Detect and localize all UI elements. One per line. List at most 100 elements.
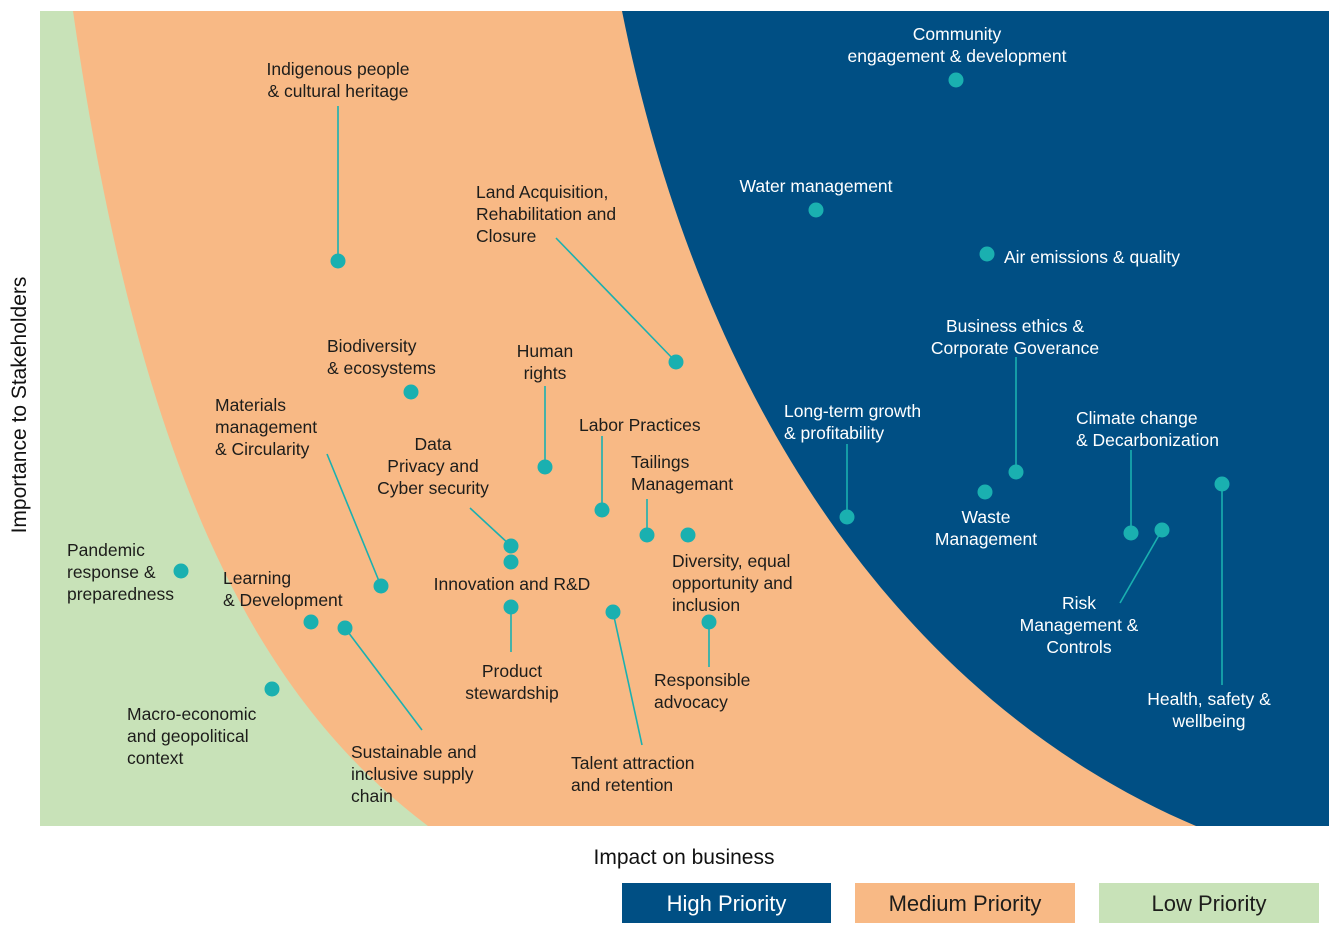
label-line: Privacy and (387, 456, 478, 476)
label-line: engagement & development (848, 46, 1067, 66)
label-line: Indigenous people (266, 59, 409, 79)
legend-label-high: High Priority (667, 891, 787, 916)
label-macro: Macro-economic and geopolitical context (127, 704, 257, 768)
label-materials: Materials management & Circularity (215, 395, 317, 459)
label-line: Land Acquisition, (476, 182, 608, 202)
label-line: Product (482, 661, 542, 681)
point-pandemic (173, 563, 189, 579)
label-line: Community (913, 24, 1002, 44)
label-longterm: Long-term growth & profitability (784, 401, 921, 443)
label-line: Tailings (631, 452, 690, 472)
label-community: Community engagement & development (848, 24, 1067, 66)
label-line: Long-term growth (784, 401, 921, 421)
label-water: Water management (739, 176, 892, 196)
label-indigenous: Indigenous people & cultural heritage (266, 59, 409, 101)
label-line: Learning (223, 568, 291, 588)
point-learning (303, 614, 319, 630)
label-line: wellbeing (1172, 711, 1246, 731)
point-indigenous (330, 253, 346, 269)
label-line: Talent attraction (571, 753, 695, 773)
label-biodiversity: Biodiversity & ecosystems (327, 336, 436, 378)
label-line: & ecosystems (327, 358, 436, 378)
label-line: and geopolitical (127, 726, 249, 746)
point-biodiversity (403, 384, 419, 400)
point-climate (1123, 525, 1139, 541)
label-line: Innovation and R&D (434, 574, 591, 594)
leader-line-supply (344, 627, 423, 731)
point-supply (337, 620, 353, 636)
label-line: opportunity and (672, 573, 793, 593)
label-line: context (127, 748, 184, 768)
label-line: & Development (223, 590, 343, 610)
leader-line-risk (1119, 529, 1163, 604)
label-line: Water management (739, 176, 892, 196)
point-human-rights (537, 459, 553, 475)
label-advocacy: Responsible advocacy (654, 670, 750, 712)
label-air: Air emissions & quality (1004, 247, 1180, 267)
point-water (808, 202, 824, 218)
point-tailings (639, 527, 655, 543)
point-community (948, 72, 964, 88)
label-line: management (215, 417, 317, 437)
leader-lines (326, 106, 1223, 746)
point-risk (1154, 522, 1170, 538)
label-line: Responsible (654, 670, 750, 690)
label-line: Diversity, equal (672, 551, 790, 571)
point-labor (594, 502, 610, 518)
label-line: inclusive supply (351, 764, 474, 784)
label-data-privacy: Data Privacy and Cyber security (377, 434, 489, 498)
label-line: rights (524, 363, 567, 383)
label-line: Climate change (1076, 408, 1198, 428)
label-line: Air emissions & quality (1004, 247, 1180, 267)
label-line: preparedness (67, 584, 174, 604)
label-line: inclusion (672, 595, 740, 615)
point-materials (373, 578, 389, 594)
label-product: Product stewardship (465, 661, 558, 703)
point-macro (264, 681, 280, 697)
leader-line-land (555, 237, 677, 363)
label-line: Rehabilitation and (476, 204, 616, 224)
point-business-ethics (1008, 464, 1024, 480)
point-air (979, 246, 995, 262)
label-tailings: Tailings Managemant (631, 452, 733, 494)
label-line: response & (67, 562, 156, 582)
leader-line-data-privacy (469, 507, 512, 547)
point-longterm (839, 509, 855, 525)
label-line: Human (517, 341, 573, 361)
point-data-privacy (503, 538, 519, 554)
label-line: & profitability (784, 423, 884, 443)
region-high (622, 11, 1329, 826)
label-line: and retention (571, 775, 673, 795)
label-innovation: Innovation and R&D (434, 574, 591, 594)
label-line: stewardship (465, 683, 558, 703)
legend-item-low: Low Priority (1099, 883, 1319, 923)
point-waste (977, 484, 993, 500)
label-diversity: Diversity, equal opportunity and inclusion (672, 551, 793, 615)
label-line: Labor Practices (579, 415, 701, 435)
legend-item-medium: Medium Priority (855, 883, 1075, 923)
label-human-rights: Human rights (517, 341, 573, 383)
label-line: chain (351, 786, 393, 806)
label-learning: Learning & Development (223, 568, 343, 610)
priority-regions (40, 11, 1329, 826)
label-line: Health, safety & (1147, 689, 1271, 709)
label-line: & Decarbonization (1076, 430, 1219, 450)
data-points (173, 72, 1230, 697)
label-line: Management & (1020, 615, 1139, 635)
y-axis-label: Importance to Stakeholders (8, 277, 31, 534)
label-line: Business ethics & (946, 316, 1084, 336)
point-innovation (503, 554, 519, 570)
point-health (1214, 476, 1230, 492)
label-line: Materials (215, 395, 286, 415)
label-line: Management (935, 529, 1037, 549)
label-climate: Climate change & Decarbonization (1076, 408, 1219, 450)
legend-label-medium: Medium Priority (889, 891, 1042, 916)
legend: High Priority Medium Priority Low Priori… (622, 883, 1319, 923)
label-waste: Waste Management (935, 507, 1037, 549)
label-line: Corporate Goverance (931, 338, 1099, 358)
label-line: Macro-economic (127, 704, 257, 724)
label-line: Waste (962, 507, 1011, 527)
label-line: advocacy (654, 692, 728, 712)
label-land: Land Acquisition, Rehabilitation and Closu… (476, 182, 616, 246)
